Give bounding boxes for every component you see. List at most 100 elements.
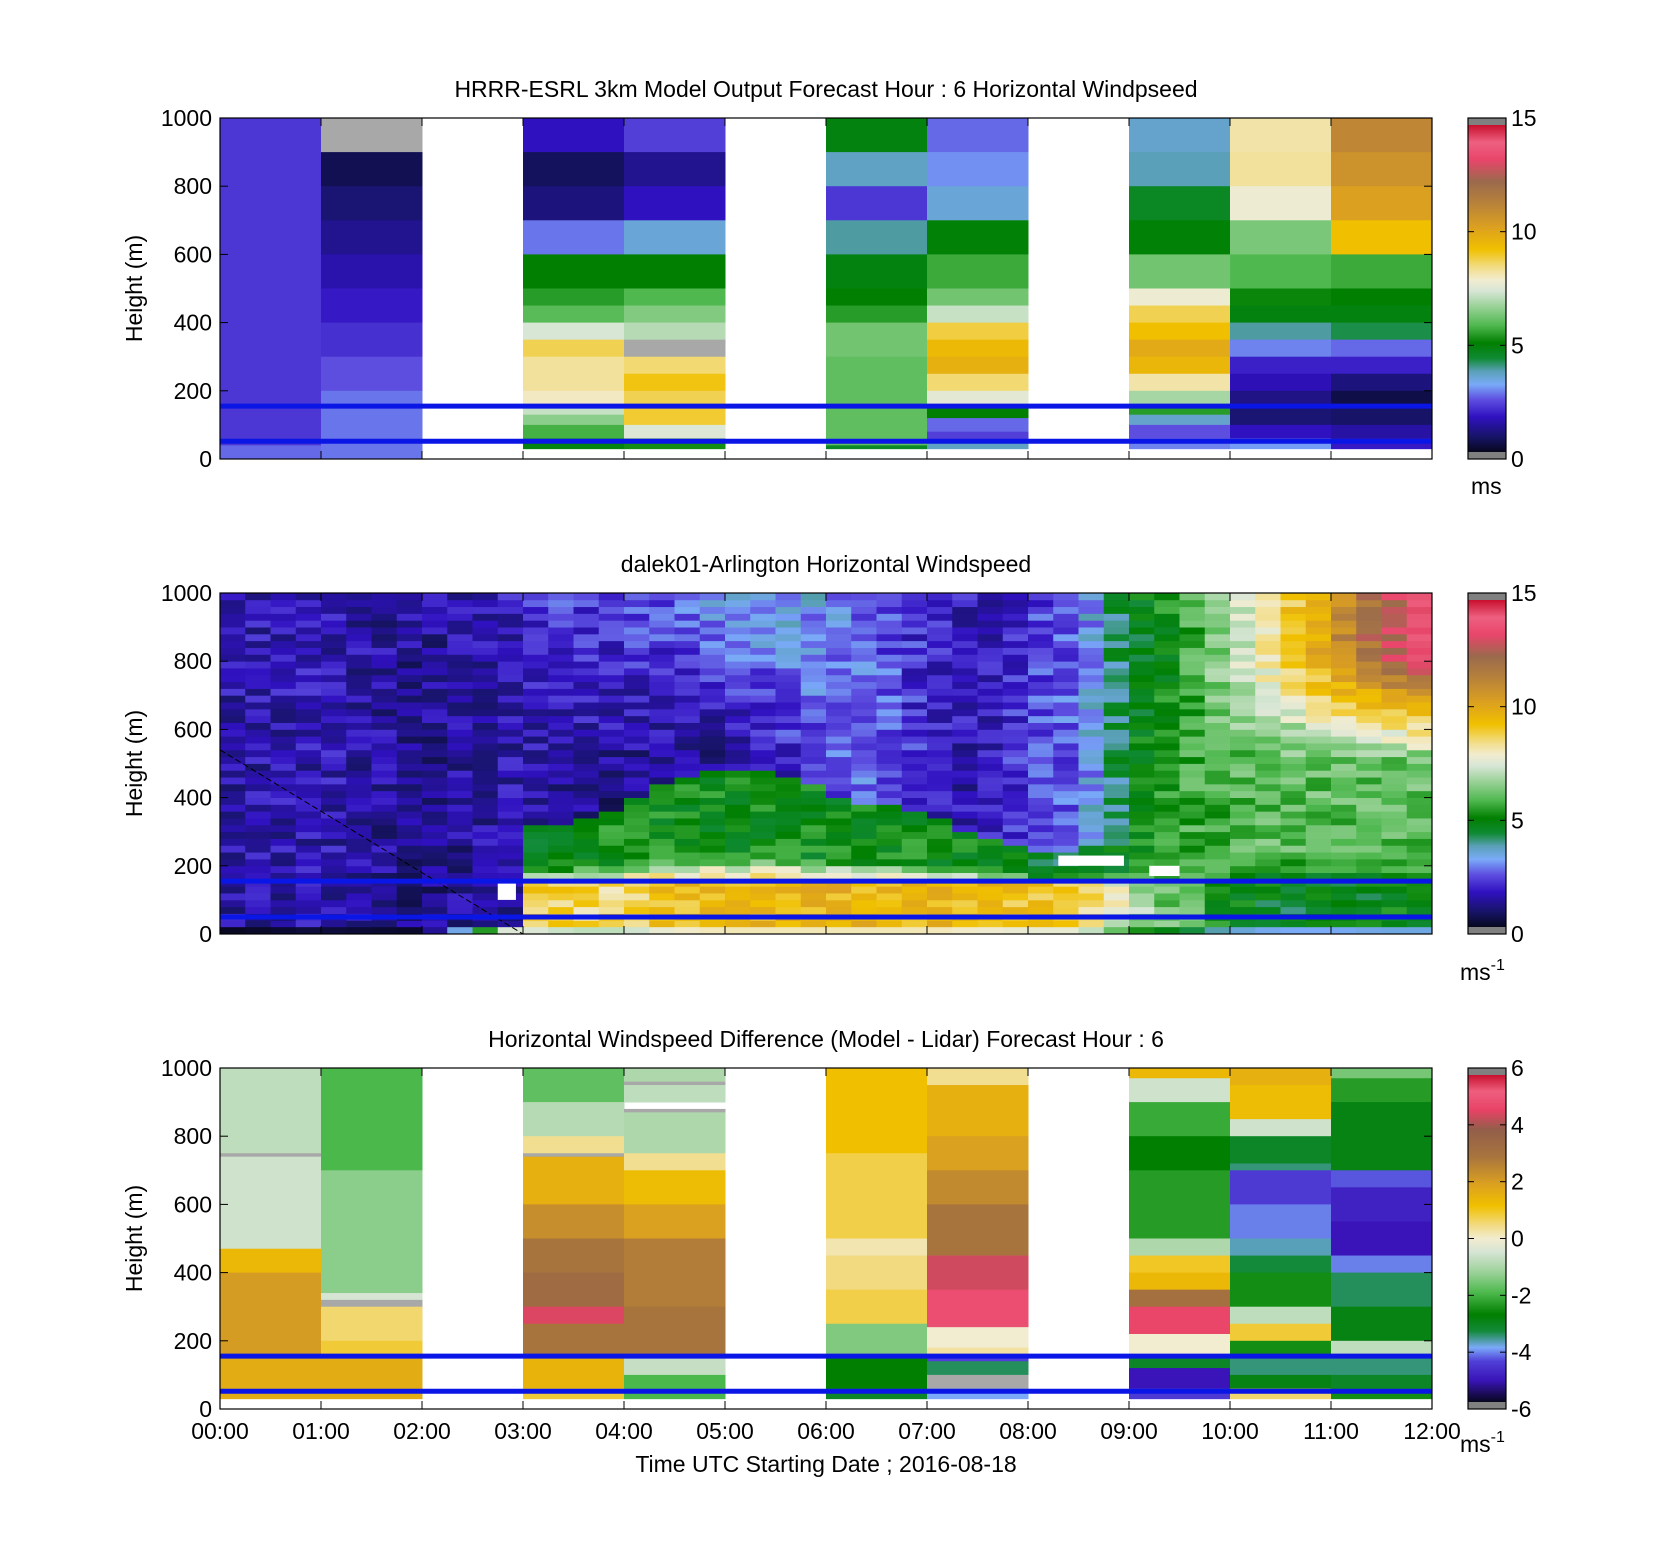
heatmap-cell: [523, 593, 549, 601]
heatmap-cell: [548, 906, 574, 914]
heatmap-cell: [876, 640, 903, 648]
heatmap-cell: [775, 647, 802, 655]
heatmap-cell: [624, 661, 650, 669]
heatmap-cell: [1331, 339, 1432, 358]
heatmap-cell: [1204, 640, 1231, 648]
heatmap-cell: [800, 756, 827, 764]
heatmap-cell: [977, 647, 1004, 655]
heatmap-cell: [1053, 593, 1079, 601]
heatmap-cell: [1028, 668, 1054, 676]
heatmap-cell: [699, 818, 726, 826]
heatmap-cell: [826, 743, 852, 751]
heatmap-cell: [1381, 702, 1408, 710]
heatmap-cell: [1078, 749, 1105, 758]
heatmap-cell: [952, 654, 978, 662]
heatmap-cell: [321, 1293, 423, 1301]
heatmap-cell: [220, 852, 246, 860]
heatmap-cell: [1129, 872, 1155, 880]
heatmap-cell: [826, 729, 852, 737]
heatmap-cell: [927, 305, 1029, 323]
heatmap-cell: [1053, 633, 1079, 642]
heatmap-cell: [1305, 865, 1332, 874]
heatmap-cell: [624, 288, 726, 306]
heatmap-cell: [497, 668, 524, 676]
heatmap-cell: [977, 668, 1004, 676]
heatmap-cell: [295, 920, 322, 928]
heatmap-cell: [321, 893, 347, 901]
heatmap-cell: [371, 627, 398, 635]
heatmap-cell: [1280, 606, 1307, 614]
heatmap-cell: [800, 783, 827, 792]
heatmap-cell: [1179, 606, 1206, 614]
heatmap-cell: [1053, 811, 1079, 819]
heatmap-cell: [598, 831, 625, 839]
heatmap-cell: [245, 688, 271, 696]
heatmap-cell: [1053, 715, 1079, 723]
heatmap-cell: [523, 118, 625, 153]
heatmap-cell: [1053, 599, 1079, 608]
heatmap-cell: [573, 770, 600, 778]
heatmap-cell: [826, 811, 852, 819]
heatmap-cell: [826, 186, 928, 221]
heatmap-cell: [295, 593, 322, 601]
heatmap-cell: [1179, 695, 1206, 703]
heatmap-cell: [548, 886, 574, 894]
heatmap-cell: [649, 818, 675, 826]
heatmap-cell: [472, 613, 499, 621]
heatmap-cell: [523, 743, 549, 751]
heatmap-cell: [725, 688, 751, 696]
heatmap-cell: [1179, 708, 1206, 717]
heatmap-cell: [624, 777, 650, 785]
heatmap-cell: [270, 722, 297, 730]
heatmap-cell: [598, 777, 625, 785]
heatmap-cell: [1129, 763, 1155, 771]
heatmap-cell: [927, 1255, 1029, 1291]
heatmap-cell: [1230, 220, 1332, 255]
heatmap-cell: [1230, 627, 1256, 635]
heatmap-cell: [245, 613, 271, 621]
heatmap-cell: [1305, 722, 1332, 730]
heatmap-cell: [321, 288, 423, 323]
heatmap-cell: [1331, 715, 1357, 723]
heatmap-cell: [270, 668, 297, 676]
heatmap-cell: [523, 288, 625, 306]
x-tick-label: 10:00: [1201, 1418, 1259, 1444]
heatmap-cell: [1381, 770, 1408, 778]
heatmap-cell: [523, 818, 549, 826]
heatmap-cell: [523, 681, 549, 689]
heatmap-cell: [674, 729, 701, 737]
heatmap-cell: [1179, 865, 1206, 874]
heatmap-cell: [598, 852, 625, 860]
heatmap-cell: [927, 790, 953, 798]
heatmap-cell: [1331, 1102, 1432, 1171]
heatmap-cell: [649, 852, 675, 860]
heatmap-cell: [1129, 797, 1155, 805]
heatmap-cell: [624, 756, 650, 764]
heatmap-cell: [952, 640, 978, 648]
heatmap-cell: [1154, 824, 1180, 833]
heatmap-cell: [497, 852, 524, 860]
heatmap-cell: [472, 722, 499, 730]
heatmap-cell: [901, 749, 928, 758]
heatmap-cell: [1356, 811, 1382, 819]
heatmap-cell: [649, 756, 675, 764]
heatmap-cell: [1129, 356, 1231, 375]
heatmap-cell: [826, 804, 852, 812]
heatmap-cell: [750, 783, 776, 792]
heatmap-cell: [371, 763, 398, 771]
heatmap-cell: [649, 661, 675, 669]
heatmap-cell: [674, 831, 701, 839]
heatmap-cell: [1204, 852, 1231, 860]
heatmap-cell: [1230, 668, 1256, 676]
heatmap-cell: [1280, 640, 1307, 648]
heatmap-cell: [927, 613, 953, 621]
heatmap-cell: [220, 640, 246, 648]
heatmap-cell: [422, 831, 448, 839]
heatmap-cell: [725, 668, 751, 676]
heatmap-cell: [851, 606, 877, 614]
heatmap-cell: [1381, 831, 1408, 839]
heatmap-cell: [1331, 824, 1357, 833]
heatmap-cell: [725, 783, 751, 792]
heatmap-cell: [977, 715, 1004, 723]
